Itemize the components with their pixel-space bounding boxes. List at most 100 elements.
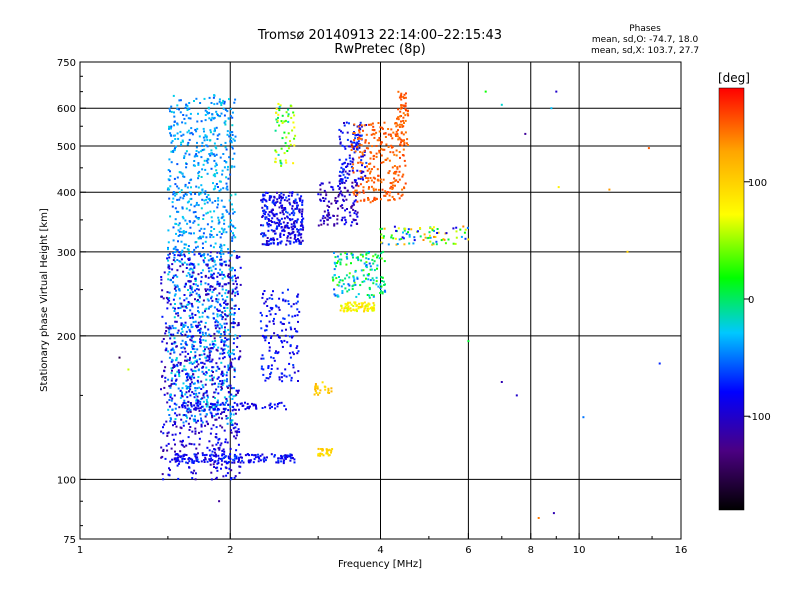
data-point — [216, 325, 219, 328]
data-point — [423, 233, 426, 236]
data-point — [166, 257, 169, 260]
data-point — [288, 191, 291, 194]
data-point — [224, 309, 227, 312]
data-point — [207, 369, 210, 371]
data-point — [367, 187, 370, 190]
data-point — [238, 430, 241, 433]
data-point — [203, 199, 206, 202]
data-point — [196, 399, 199, 402]
data-point — [227, 345, 230, 348]
data-point — [188, 457, 191, 459]
data-point — [215, 433, 218, 436]
data-point — [390, 144, 393, 147]
data-point — [206, 355, 209, 358]
data-point — [189, 112, 192, 115]
data-point — [178, 108, 180, 111]
data-point — [127, 368, 130, 371]
data-point — [403, 243, 406, 246]
data-point — [196, 395, 199, 398]
data-point — [226, 110, 229, 113]
data-point — [167, 350, 170, 353]
data-point — [231, 461, 234, 464]
data-point — [219, 243, 222, 246]
data-point — [278, 297, 281, 300]
data-point — [211, 404, 214, 407]
data-point — [211, 257, 214, 260]
data-point — [171, 347, 174, 350]
data-point — [350, 205, 353, 208]
data-point — [262, 335, 265, 338]
data-point — [294, 198, 297, 201]
data-point — [181, 207, 184, 210]
data-point — [352, 202, 355, 205]
data-point — [280, 340, 283, 342]
data-point — [220, 457, 222, 460]
data-point — [213, 103, 216, 106]
data-point — [198, 443, 201, 446]
data-point — [346, 208, 348, 210]
data-point — [183, 231, 186, 234]
data-point — [289, 455, 292, 458]
data-point — [196, 120, 199, 123]
data-point — [221, 453, 224, 456]
data-point — [381, 291, 384, 294]
data-point — [196, 460, 199, 462]
data-point — [216, 301, 219, 304]
data-point — [289, 143, 292, 146]
data-point — [231, 208, 234, 211]
data-point — [186, 303, 189, 306]
data-point — [406, 112, 409, 115]
data-point — [160, 388, 162, 391]
data-point — [351, 185, 354, 188]
data-point — [374, 253, 377, 256]
data-point — [298, 310, 301, 313]
data-point — [206, 110, 208, 113]
data-point — [180, 332, 182, 335]
x-tick-label: 4 — [377, 545, 383, 556]
data-point — [333, 274, 336, 277]
data-point — [284, 119, 287, 122]
data-point — [219, 246, 221, 249]
data-point — [181, 305, 184, 308]
data-point — [237, 443, 240, 446]
data-point — [205, 453, 208, 456]
data-point — [184, 350, 187, 353]
data-point — [338, 128, 341, 131]
data-point — [324, 388, 327, 391]
data-point — [174, 218, 177, 221]
data-point — [181, 393, 183, 396]
data-point — [300, 195, 303, 198]
data-point — [218, 309, 221, 312]
data-point — [193, 443, 196, 446]
data-point — [397, 192, 400, 195]
data-point — [183, 347, 186, 350]
data-point — [217, 447, 220, 450]
data-point — [231, 239, 234, 242]
data-point — [222, 252, 225, 255]
data-point — [195, 97, 198, 100]
data-point — [388, 194, 391, 197]
data-point — [244, 401, 246, 404]
data-point — [217, 216, 220, 219]
data-point — [233, 211, 236, 213]
data-point — [384, 136, 387, 138]
data-point — [166, 291, 169, 294]
data-point — [269, 407, 272, 410]
data-point — [204, 458, 207, 461]
data-point — [301, 239, 304, 242]
data-point — [201, 188, 204, 191]
data-point — [369, 201, 372, 204]
data-point — [390, 236, 393, 239]
data-point — [183, 368, 186, 371]
y-tick-label: 500 — [57, 142, 76, 153]
data-point — [193, 469, 196, 472]
data-point — [204, 456, 207, 459]
data-point — [362, 189, 365, 192]
data-point — [263, 198, 266, 201]
data-point — [207, 307, 210, 310]
data-point — [363, 150, 366, 153]
data-point — [186, 358, 189, 361]
data-point — [375, 155, 378, 158]
data-point — [348, 170, 351, 173]
data-point — [301, 208, 304, 211]
